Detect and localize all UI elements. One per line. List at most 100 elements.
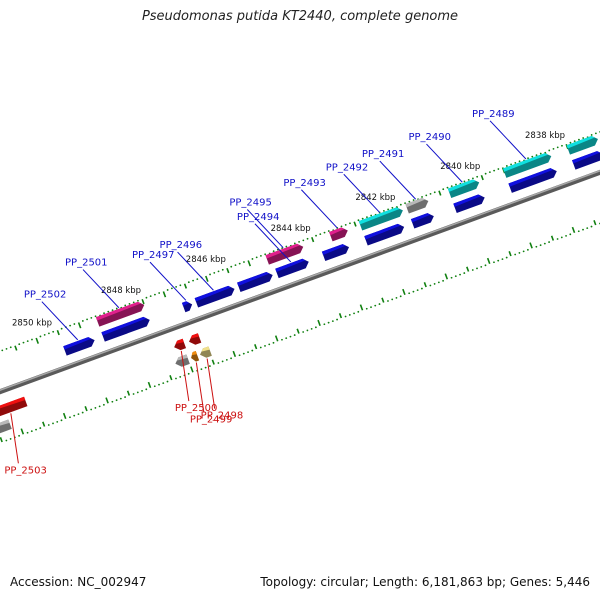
gene-arrow-face[interactable] [275,258,306,273]
tick-dot [387,300,389,302]
gene-feature-forward[interactable] [95,301,145,327]
gene-arrow-body[interactable] [566,136,598,155]
gene-arrow-body[interactable] [405,198,429,214]
tick-dot [298,241,300,243]
gene-feature-forward[interactable] [410,213,434,229]
gene-arrow-body[interactable] [95,301,145,327]
gene-arrow-face[interactable] [0,419,10,428]
gene-arrow-body[interactable] [410,213,434,229]
gene-feature-forward[interactable] [447,179,480,198]
gene-arrow-face[interactable] [358,207,400,225]
gene-arrow-face[interactable] [194,285,232,302]
tick-dot [336,318,338,321]
tick-dot [81,320,84,322]
label-leader [177,251,214,291]
gene-feature-forward[interactable] [566,136,598,155]
gene-arrow-face[interactable] [201,346,210,352]
gene-feature-reverse[interactable] [188,333,202,345]
gene-arrow-body[interactable] [572,151,600,170]
gene-feature-forward[interactable] [329,227,348,242]
tick-dot [102,403,105,406]
gene-arrow-face[interactable] [237,271,270,286]
tick-dot [391,206,394,209]
gene-arrow-face[interactable] [191,351,197,356]
tick-dot [293,334,296,336]
gene-feature-forward[interactable] [181,301,193,313]
gene-arrow-body[interactable] [502,153,552,178]
tick-dot [556,238,559,240]
gene-feature-reverse[interactable] [0,419,12,434]
gene-arrow-body[interactable] [275,258,309,279]
gene-arrow-body[interactable] [265,243,304,265]
gene-arrow-body[interactable] [447,179,480,198]
gene-feature-forward[interactable] [364,223,405,246]
gene-arrow-face[interactable] [265,243,301,259]
gene-arrow-body[interactable] [101,316,150,342]
gene-arrow-body[interactable] [0,396,28,417]
gene-feature-reverse[interactable] [0,396,28,417]
gene-arrow-body[interactable] [453,194,485,214]
gene-feature-reverse[interactable] [199,346,212,358]
tick-mark [529,242,533,249]
label-leader [82,269,120,309]
gene-arrow-face[interactable] [566,136,595,149]
tick-dot [505,165,508,167]
gene-arrow-face[interactable] [329,227,345,236]
gene-arrow-body[interactable] [321,244,350,262]
tick-dot [378,303,381,305]
tick-mark [77,322,82,329]
gene-feature-forward[interactable] [63,337,95,356]
tick-dot [9,346,12,349]
gene-feature-forward[interactable] [508,168,557,193]
gene-feature-forward[interactable] [321,244,350,262]
gene-arrow-face[interactable] [447,179,477,192]
tick-dot [115,307,118,310]
gene-arrow-body[interactable] [364,223,405,246]
tick-dot [577,230,580,233]
tick-dot [416,289,419,292]
gene-feature-reverse[interactable] [191,351,200,362]
gene-feature-forward[interactable] [572,151,600,170]
gene-feature-forward[interactable] [502,153,552,178]
gene-arrow-face[interactable] [321,244,346,255]
gene-arrow-face[interactable] [410,213,431,223]
map-title: Pseudomonas putida KT2440, complete geno… [141,9,459,24]
gene-arrow-face[interactable] [502,153,549,172]
tick-dot [472,177,474,180]
gene-arrow-body[interactable] [508,168,557,193]
gene-arrow-body[interactable] [63,337,95,356]
gene-arrow-body[interactable] [237,271,273,293]
gene-arrow-face[interactable] [508,168,554,187]
gene-arrow-face[interactable] [101,316,147,336]
gene-feature-forward[interactable] [453,194,485,214]
gene-feature-forward[interactable] [265,243,304,265]
tick-dot [230,265,233,268]
gene-feature-forward[interactable] [358,207,403,231]
gene-arrow-body[interactable] [194,285,235,308]
tick-dot [539,244,542,247]
gene-arrow-face[interactable] [190,333,200,339]
tick-dot [459,273,461,276]
gene-feature-forward[interactable] [101,316,150,342]
gene-feature-forward[interactable] [237,271,273,293]
gene-feature-forward[interactable] [275,258,309,279]
gene-arrow-face[interactable] [63,337,92,350]
gene-arrow-face[interactable] [95,301,142,321]
gene-arrow-face[interactable] [181,301,190,307]
gene-arrow-face[interactable] [453,194,482,207]
gene-feature-forward[interactable] [194,285,235,308]
gene-arrow-face[interactable] [364,223,401,240]
gene-arrow-face[interactable] [405,198,426,208]
gene-arrow-face[interactable] [572,151,600,164]
gene-arrow-body[interactable] [358,207,403,231]
tick-mark [105,397,109,404]
tick-dot [501,258,504,261]
gene-arrow-face[interactable] [175,338,184,344]
tick-dot [1,349,4,352]
gene-feature-reverse[interactable] [174,338,187,351]
gene-arrow-face[interactable] [0,396,26,411]
kbp-label: 2840 kbp [440,162,480,172]
gene-features[interactable] [0,136,600,434]
gene-feature-forward[interactable] [405,198,429,214]
